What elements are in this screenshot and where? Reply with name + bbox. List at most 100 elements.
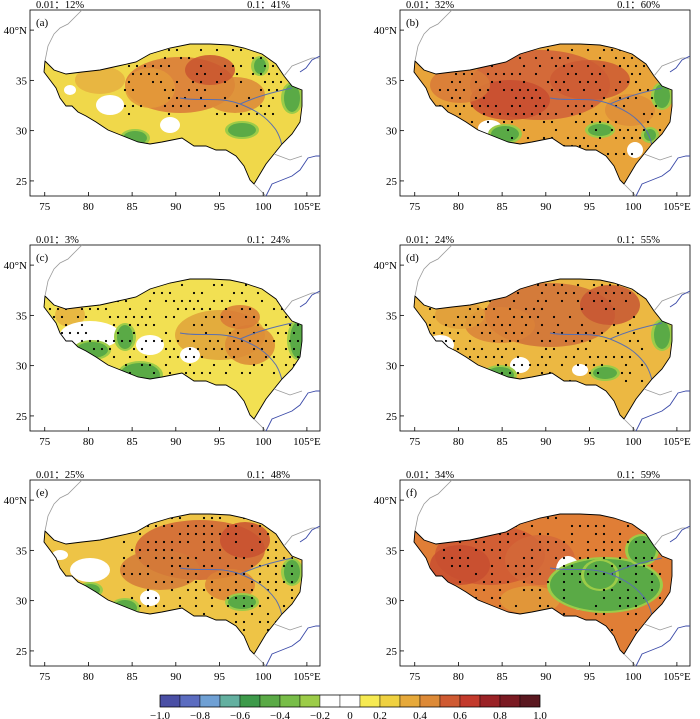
y-tick-label: 40°N [374, 25, 397, 37]
trend-field [44, 44, 302, 184]
colorbar-swatch [179, 694, 201, 708]
y-tick-label: 25 [386, 176, 398, 188]
colorbar-tick-label: 0.6 [453, 710, 467, 719]
x-tick-label: 75 [409, 671, 421, 683]
map-frame [29, 244, 321, 432]
y-tick-label: 35 [386, 545, 398, 557]
map-panel-f: 0.01：34% 0.1：59% (f) 75 80 85 90 95 100 105°E 4… [374, 470, 691, 683]
country-border [643, 623, 673, 631]
panel-label: (c) [36, 252, 49, 264]
map-panel-c: 0.01：3% 0.1：24% (c) 75 80 85 90 95 100 105°E 40… [4, 235, 321, 448]
country-border [653, 527, 690, 547]
colorbar-tick-label: 0.8 [493, 710, 507, 719]
x-tick-label: 105°E [663, 671, 691, 683]
colorbar-swatch [359, 694, 381, 708]
boundary-line [669, 55, 691, 73]
trend-field [44, 514, 302, 654]
x-tick-label: 100 [625, 671, 642, 683]
river-line [239, 322, 293, 340]
river-line [239, 87, 293, 105]
x-tick-label: 90 [540, 201, 552, 213]
y-tick-label: 30 [16, 361, 28, 373]
panel-sig1-label: 0.1：48% [247, 470, 290, 481]
x-tick-label: 95 [584, 436, 596, 448]
panel-sig1-label: 0.1：60% [617, 0, 660, 11]
y-tick-label: 40°N [374, 260, 397, 272]
x-tick-label: 105°E [663, 436, 691, 448]
map-frame [29, 479, 321, 667]
panel-label: (b) [406, 17, 419, 29]
river-line [609, 322, 663, 340]
colorbar-tick-label: 0 [347, 710, 353, 719]
country-border [253, 653, 267, 667]
colorbar-tick-label: −0.8 [190, 710, 210, 719]
significance-stipple [428, 283, 644, 383]
y-tick-label: 25 [386, 646, 398, 658]
country-border [643, 153, 673, 161]
boundary-line [299, 525, 321, 543]
boundary-line [635, 155, 690, 197]
panel-sig1-label: 0.1：24% [247, 235, 290, 246]
y-tick-label: 25 [16, 411, 28, 423]
country-border [414, 244, 453, 297]
trend-field [44, 279, 302, 419]
boundary-line [299, 290, 321, 308]
country-border [643, 388, 673, 396]
country-border [414, 479, 453, 532]
country-border [653, 57, 690, 77]
x-tick-label: 95 [214, 671, 226, 683]
x-tick-label: 105°E [293, 671, 321, 683]
x-tick-label: 85 [497, 436, 509, 448]
country-border [414, 9, 453, 62]
x-tick-label: 75 [409, 201, 421, 213]
x-tick-label: 85 [127, 201, 139, 213]
colorbar-tick-label: 1.0 [533, 710, 547, 719]
colorbar-tick-label: 0.2 [373, 710, 387, 719]
y-tick-label: 35 [16, 75, 28, 87]
panel-sig01-label: 0.01：24% [406, 235, 454, 246]
map-panel-d: 0.01：24% 0.1：55% (d) 75 80 85 90 95 100 105°E 4… [374, 235, 691, 448]
colorbar-swatch [479, 694, 501, 708]
colorbar-swatch [199, 694, 221, 708]
y-tick-label: 30 [386, 126, 398, 138]
x-tick-label: 100 [625, 436, 642, 448]
y-tick-label: 35 [16, 545, 28, 557]
x-tick-label: 95 [214, 201, 226, 213]
colorbar: −1.0 −0.8 −0.6 −0.4 −0.2 0 0.2 0.4 0.6 0.8 1.0 [150, 694, 547, 719]
y-tick-label: 35 [16, 310, 28, 322]
x-tick-label: 85 [497, 671, 509, 683]
x-tick-label: 80 [453, 201, 465, 213]
river-line [609, 87, 663, 105]
panel-label: (a) [36, 17, 49, 29]
significance-stipple [122, 516, 294, 632]
x-tick-label: 75 [39, 671, 51, 683]
colorbar-swatch [499, 694, 521, 708]
panel-sig1-label: 0.1：41% [247, 0, 290, 11]
country-border [283, 57, 320, 77]
colorbar-swatch [279, 694, 301, 708]
country-border [273, 623, 303, 631]
x-tick-label: 80 [453, 436, 465, 448]
colorbar-tick-label: −0.4 [270, 710, 290, 719]
colorbar-swatch [399, 694, 421, 708]
x-tick-label: 100 [255, 671, 272, 683]
y-tick-label: 40°N [4, 25, 27, 37]
x-tick-label: 100 [255, 436, 272, 448]
y-tick-label: 30 [16, 126, 28, 138]
boundary-line [299, 55, 321, 73]
x-tick-label: 80 [453, 671, 465, 683]
boundary-line [265, 625, 320, 667]
x-tick-label: 105°E [293, 436, 321, 448]
y-tick-label: 35 [386, 310, 398, 322]
country-border [44, 479, 83, 532]
panel-sig01-label: 0.01：3% [36, 235, 79, 246]
trend-field [414, 279, 672, 419]
map-panel-e: 0.01：25% 0.1：48% (e) 75 80 85 90 95 100 105°E 4… [4, 470, 321, 683]
colorbar-swatch [239, 694, 261, 708]
y-tick-label: 30 [386, 596, 398, 608]
colorbar-swatch [459, 694, 481, 708]
x-tick-label: 100 [625, 201, 642, 213]
country-border [273, 388, 303, 396]
x-tick-label: 90 [540, 436, 552, 448]
